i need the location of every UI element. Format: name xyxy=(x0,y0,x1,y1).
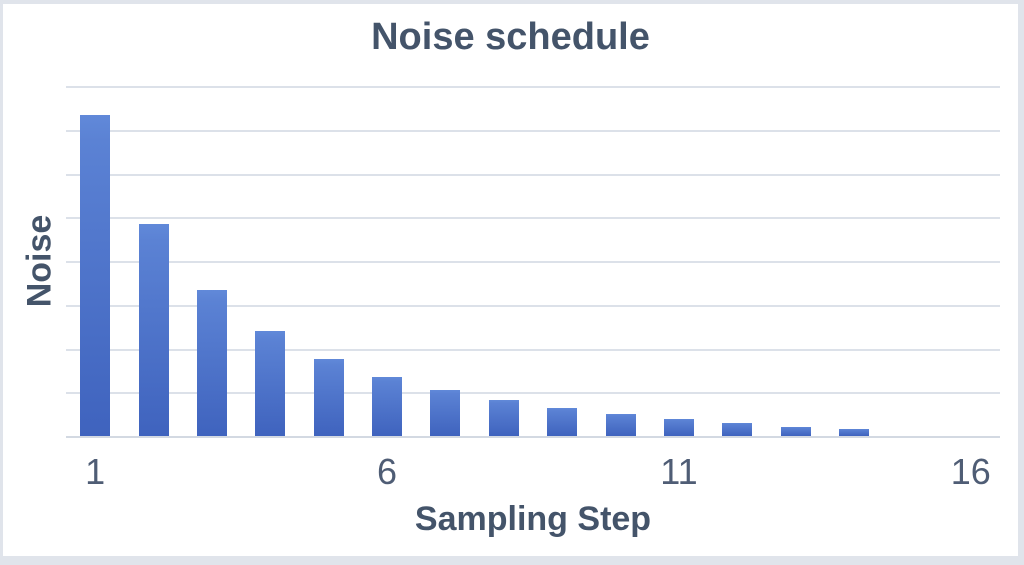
bar-step-2 xyxy=(138,223,169,436)
bar-step-11 xyxy=(663,418,694,436)
bar-step-10 xyxy=(605,414,636,436)
gridline xyxy=(66,129,1000,132)
gridline xyxy=(66,304,1000,307)
chart-canvas: Noise schedule Noise 1 6 11 16 Sampling Ste… xyxy=(3,4,1018,556)
bar-step-14 xyxy=(839,429,870,436)
x-axis-title: Sampling Step xyxy=(414,500,652,538)
chart-title: Noise schedule xyxy=(371,16,650,58)
bar-step-13 xyxy=(780,426,811,436)
bar-step-1 xyxy=(80,114,111,436)
bar-step-9 xyxy=(547,408,578,436)
bar-step-6 xyxy=(372,376,403,436)
gridline xyxy=(66,86,1000,88)
x-axis-line xyxy=(66,436,1000,438)
x-tick-label-1: 1 xyxy=(85,451,106,492)
gridline xyxy=(66,348,1000,351)
gridline xyxy=(66,392,1000,395)
gridline xyxy=(66,261,1000,263)
bar-step-12 xyxy=(722,423,753,436)
bar-step-3 xyxy=(196,289,227,436)
x-tick-label-6: 6 xyxy=(377,451,398,492)
gridline xyxy=(66,217,1000,220)
bar-step-4 xyxy=(255,331,286,436)
bar-step-5 xyxy=(313,359,344,436)
y-axis-title: Noise xyxy=(20,214,59,308)
x-tick-label-16: 16 xyxy=(950,451,991,492)
bar-step-8 xyxy=(488,400,519,436)
gridline xyxy=(66,173,1000,176)
bar-step-7 xyxy=(430,390,461,436)
plot-area xyxy=(66,86,1000,438)
x-tick-label-11: 11 xyxy=(660,451,698,492)
